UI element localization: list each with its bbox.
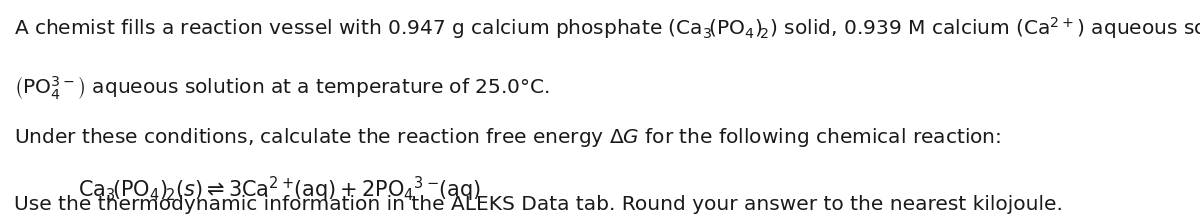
Text: $\mathrm{Ca_3\!\left(PO_4\right)_{\!2}}\left(s\right) \rightleftharpoons 3\mathr: $\mathrm{Ca_3\!\left(PO_4\right)_{\!2}}\…: [78, 174, 481, 204]
Text: Under these conditions, calculate the reaction free energy $\Delta G$ for the fo: Under these conditions, calculate the re…: [14, 126, 1002, 150]
Text: A chemist fills a reaction vessel with 0.947 g calcium phosphate $\left(\mathrm{: A chemist fills a reaction vessel with 0…: [14, 15, 1200, 41]
Text: Use the thermodynamic information in the ALEKS Data tab. Round your answer to th: Use the thermodynamic information in the…: [14, 195, 1063, 214]
Text: $\left(\mathrm{PO_4^{3-}}\right)$ aqueous solution at a temperature of 25.0°C.: $\left(\mathrm{PO_4^{3-}}\right)$ aqueou…: [14, 74, 551, 102]
